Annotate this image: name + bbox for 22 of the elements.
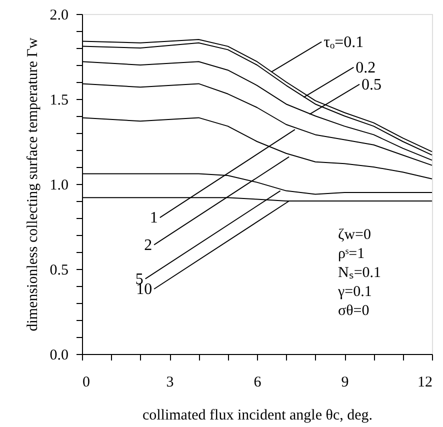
annotation: ζw=0 xyxy=(338,227,372,243)
x-tick-label: 3 xyxy=(166,374,174,390)
annotation: τₒ=0.1 xyxy=(324,34,364,51)
y-tick-label: 0.5 xyxy=(50,262,68,278)
y-tick-label: 2.0 xyxy=(50,8,68,24)
x-tick-label: 6 xyxy=(254,374,262,390)
y-tick-label: 1.5 xyxy=(50,92,68,108)
x-tick-label: 0 xyxy=(82,374,90,390)
annotation: σθ=0 xyxy=(338,303,370,319)
y-axis-title: dimensionless collecting surface temperature Γw xyxy=(24,38,41,332)
annotation: 0.2 xyxy=(356,59,376,76)
annotation: ρˢ=1 xyxy=(338,246,365,262)
annotation: 2 xyxy=(144,236,152,254)
annotation: 0.5 xyxy=(362,76,382,94)
x-axis-title: collimated flux incident angle θc, deg. xyxy=(142,408,373,424)
y-tick-label: 0.0 xyxy=(50,348,68,364)
x-tick-label: 12 xyxy=(418,374,432,390)
y-tick-label: 1.0 xyxy=(50,178,68,194)
annotation: γ=0.1 xyxy=(337,284,372,300)
x-tick-label: 9 xyxy=(341,374,349,390)
annotation: 1 xyxy=(150,210,158,227)
annotation: Nₛ=0.1 xyxy=(338,265,382,281)
